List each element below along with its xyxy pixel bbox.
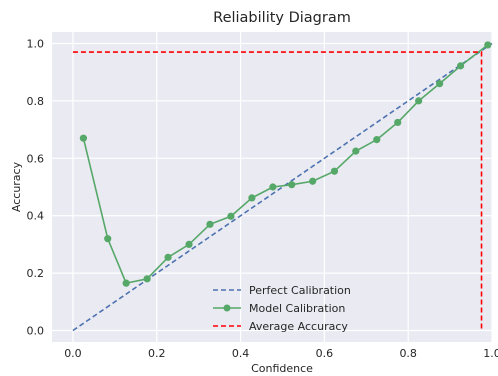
series-line-model-calibration xyxy=(82,44,489,285)
x-axis-title: Confidence xyxy=(251,362,313,375)
data-point-model-calibration xyxy=(309,177,317,185)
chart-title: Reliability Diagram xyxy=(213,10,351,26)
series-line-average-accuracy xyxy=(72,51,483,331)
data-point-model-calibration xyxy=(206,220,214,228)
legend-marker-model-calibration xyxy=(223,304,231,312)
data-point-model-calibration xyxy=(415,97,423,105)
y-tick-label: 0.6 xyxy=(27,152,45,165)
x-tick-label: 0.2 xyxy=(148,347,166,360)
data-point-model-calibration xyxy=(330,167,339,175)
y-tick-label: 0.0 xyxy=(27,325,45,338)
data-point-model-calibration xyxy=(185,240,193,249)
data-point-model-calibration xyxy=(143,275,151,283)
y-tick-label: 0.4 xyxy=(27,210,45,223)
data-point-model-calibration xyxy=(484,41,492,49)
legend-label-average-accuracy: Average Accuracy xyxy=(249,320,348,333)
data-point-model-calibration xyxy=(288,181,296,189)
data-point-model-calibration xyxy=(456,62,465,70)
data-point-model-calibration xyxy=(394,118,402,127)
x-tick-label: 0.4 xyxy=(232,347,250,360)
data-point-model-calibration xyxy=(79,134,88,142)
legend-label-perfect-calibration: Perfect Calibration xyxy=(249,284,351,297)
data-point-model-calibration xyxy=(373,136,381,144)
x-tick-label: 0.0 xyxy=(64,347,82,360)
data-point-model-calibration xyxy=(269,183,277,191)
data-point-model-calibration xyxy=(352,147,360,155)
x-tick-label: 0.8 xyxy=(399,347,417,360)
y-tick-label: 0.8 xyxy=(27,95,45,108)
series-line-perfect-calibration xyxy=(72,42,493,332)
x-tick-label: 0.6 xyxy=(316,347,334,360)
y-axis-title: Accuracy xyxy=(10,161,23,212)
x-tick-label: 1.0 xyxy=(483,347,498,360)
y-tick-label: 1.0 xyxy=(27,37,45,50)
data-point-model-calibration xyxy=(248,194,256,202)
y-tick-label: 0.2 xyxy=(27,267,45,280)
tick-labels: 0.0 0.2 0.4 0.6 0.8 1.0 0.0 0.2 0.4 0.6 0.8 1.0 xyxy=(27,37,498,360)
data-point-model-calibration xyxy=(436,80,444,88)
data-point-model-calibration xyxy=(227,212,235,220)
data-point-model-calibration xyxy=(164,253,172,261)
data-point-model-calibration xyxy=(122,279,130,287)
series-layer xyxy=(72,41,493,332)
legend: Perfect Calibration Model Calibration Av… xyxy=(213,284,351,333)
data-point-model-calibration xyxy=(104,235,112,243)
legend-label-model-calibration: Model Calibration xyxy=(249,302,345,315)
